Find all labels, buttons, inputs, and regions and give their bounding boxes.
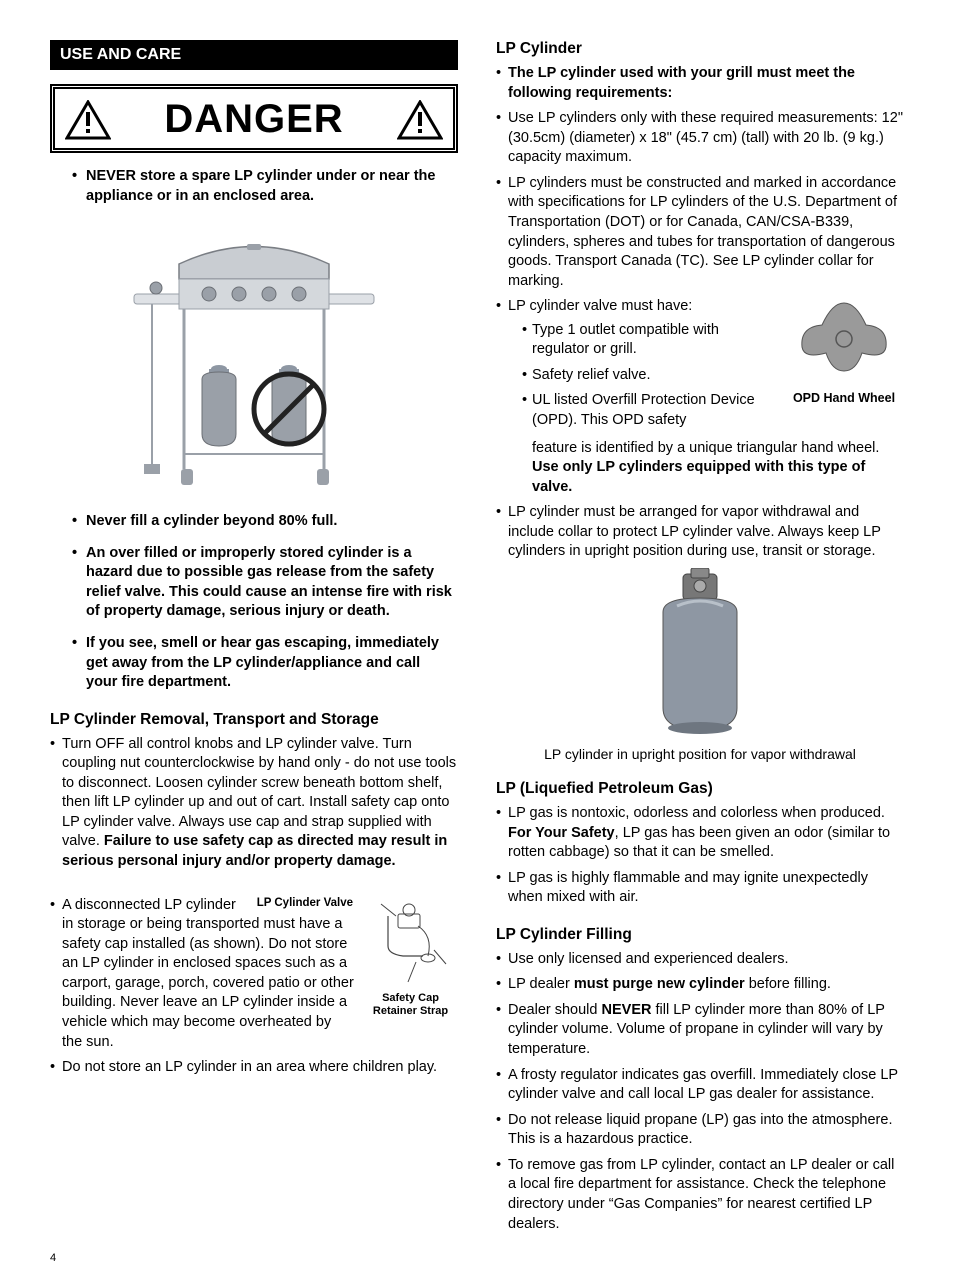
- danger-bullets: NEVER store a spare LP cylinder under or…: [50, 167, 458, 206]
- f2a: LP dealer: [508, 976, 574, 992]
- danger-bullets-2: Never fill a cylinder beyond 80% full. A…: [50, 512, 458, 693]
- grill-figure: [50, 224, 458, 498]
- opd-text-a: feature is identified by a unique triang…: [532, 440, 879, 456]
- lp-gas-item: LP gas is highly flammable and may ignit…: [496, 869, 904, 908]
- valve-label-top: LP Cylinder Valve: [257, 896, 353, 912]
- lp-cyl-valve-must: LP cylinder valve must have: Type 1 outl…: [496, 297, 904, 497]
- warning-icon: [397, 100, 443, 140]
- valve-must-text: LP cylinder valve must have:: [508, 298, 692, 314]
- danger-bullet: An over filled or improperly stored cyli…: [72, 544, 454, 622]
- lp-cyl-item: Use LP cylinders only with these require…: [496, 109, 904, 168]
- removal-list: Turn OFF all control knobs and LP cylind…: [50, 735, 458, 872]
- left-column: USE AND CARE DANGER NEVER store a spare …: [50, 40, 458, 1240]
- right-column: LP Cylinder The LP cylinder used with yo…: [496, 40, 904, 1240]
- valve-label-strap: Retainer Strap: [363, 1005, 458, 1018]
- lp-cyl-item: LP cylinders must be constructed and mar…: [496, 174, 904, 291]
- opd-figure: OPD Hand Wheel: [784, 297, 904, 406]
- valve-text: LP Cylinder Valve A disconnected LP cyli…: [62, 896, 355, 1053]
- opd-caption: OPD Hand Wheel: [784, 390, 904, 407]
- filling-item: Do not release liquid propane (LP) gas i…: [496, 1111, 904, 1150]
- danger-bullet: Never fill a cylinder beyond 80% full.: [72, 512, 454, 532]
- valve-sub-item: Type 1 outlet compatible with regulator …: [522, 321, 774, 360]
- lp-gas-title: LP (Liquefied Petroleum Gas): [496, 780, 904, 798]
- filling-item: To remove gas from LP cylinder, contact …: [496, 1156, 904, 1234]
- danger-title: DANGER: [164, 97, 343, 142]
- page-number: 4: [50, 1252, 904, 1264]
- danger-bullet: If you see, smell or hear gas escaping, …: [72, 634, 454, 693]
- filling-title: LP Cylinder Filling: [496, 926, 904, 944]
- f3a: Dealer should: [508, 1002, 602, 1018]
- valve-figure: Safety Cap Retainer Strap: [363, 896, 458, 1019]
- lp-cyl-req: The LP cylinder used with your grill mus…: [496, 64, 904, 103]
- f3b: NEVER: [602, 1002, 652, 1018]
- filling-item: Dealer should NEVER fill LP cylinder mor…: [496, 1001, 904, 1060]
- lp-cyl-title: LP Cylinder: [496, 40, 904, 58]
- lp-gas-1b: For Your Safety: [508, 825, 615, 841]
- removal-item: Do not store an LP cylinder in an area w…: [50, 1058, 458, 1078]
- lp-gas-item: LP gas is nontoxic, odorless and colorle…: [496, 804, 904, 863]
- filling-list: Use only licensed and experienced dealer…: [496, 950, 904, 1234]
- removal-bold: Failure to use safety cap as directed ma…: [62, 833, 447, 869]
- valve-sub-item: Safety relief valve.: [522, 366, 774, 386]
- valve-sub-list: Type 1 outlet compatible with regulator …: [508, 321, 774, 431]
- lp-gas-1a: LP gas is nontoxic, odorless and colorle…: [508, 805, 885, 821]
- lp-cyl-item: LP cylinder must be arranged for vapor w…: [496, 503, 904, 562]
- warning-icon: [65, 100, 111, 140]
- removal-title: LP Cylinder Removal, Transport and Stora…: [50, 711, 458, 729]
- f2c: before filling.: [745, 976, 831, 992]
- valve-sub-item: UL listed Overfill Protection Device (OP…: [522, 391, 774, 430]
- removal-item: LP Cylinder Valve A disconnected LP cyli…: [50, 896, 458, 1053]
- removal-item: Turn OFF all control knobs and LP cylind…: [50, 735, 458, 872]
- lp-cyl-list: The LP cylinder used with your grill mus…: [496, 64, 904, 562]
- lp-cyl-req-text: The LP cylinder used with your grill mus…: [508, 65, 855, 101]
- cylinder-caption: LP cylinder in upright position for vapo…: [496, 746, 904, 762]
- danger-box: DANGER: [50, 84, 458, 153]
- filling-item: A frosty regulator indicates gas overfil…: [496, 1066, 904, 1105]
- lp-gas-list: LP gas is nontoxic, odorless and colorle…: [496, 804, 904, 908]
- f2b: must purge new cylinder: [574, 976, 745, 992]
- valve-body-text: A disconnected LP cylinder in storage or…: [62, 897, 354, 1050]
- cylinder-figure: [496, 568, 904, 742]
- page: USE AND CARE DANGER NEVER store a spare …: [50, 40, 904, 1240]
- valve-label-cap: Safety Cap: [363, 992, 458, 1005]
- section-header: USE AND CARE: [50, 40, 458, 70]
- opd-text-b: Use only LP cylinders equipped with this…: [532, 459, 865, 495]
- danger-bullet: NEVER store a spare LP cylinder under or…: [72, 167, 454, 206]
- removal-list-2: LP Cylinder Valve A disconnected LP cyli…: [50, 896, 458, 1078]
- filling-item: LP dealer must purge new cylinder before…: [496, 975, 904, 995]
- opd-continuation: feature is identified by a unique triang…: [508, 439, 904, 498]
- filling-item: Use only licensed and experienced dealer…: [496, 950, 904, 970]
